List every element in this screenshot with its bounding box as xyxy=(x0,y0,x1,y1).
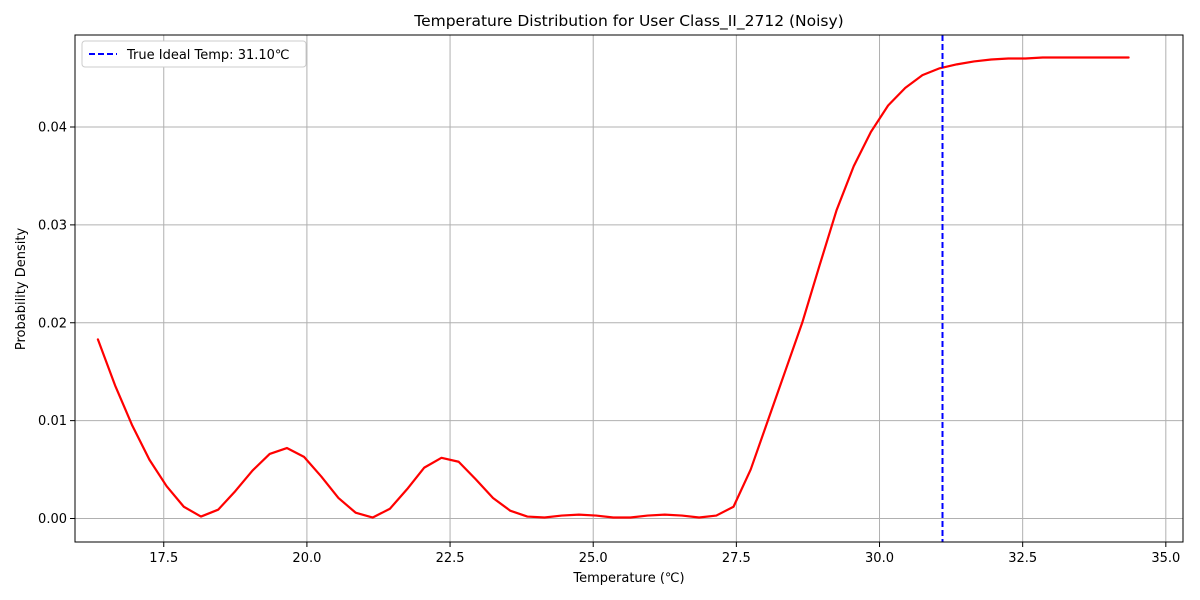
x-tick-label: 22.5 xyxy=(436,551,465,566)
series-line-temperature-density xyxy=(96,56,1130,519)
y-tick-label: 0.04 xyxy=(38,121,67,136)
legend: True Ideal Temp: 31.10℃ xyxy=(81,40,307,68)
y-tick-label: 0.00 xyxy=(38,512,67,527)
x-tick-label: 17.5 xyxy=(149,551,178,566)
x-tick-label: 32.5 xyxy=(1008,551,1037,566)
y-tick-label: 0.03 xyxy=(38,218,67,233)
y-tick-label: 0.02 xyxy=(38,316,67,331)
y-tick-label: 0.01 xyxy=(38,414,67,429)
x-tick-label: 20.0 xyxy=(292,551,321,566)
x-tick-label: 30.0 xyxy=(865,551,894,566)
legend-label-ideal-temp: True Ideal Temp: 31.10℃ xyxy=(126,48,290,63)
legend-box xyxy=(81,40,307,68)
x-axis-title: Temperature (℃) xyxy=(572,571,684,586)
x-tick-label: 27.5 xyxy=(722,551,751,566)
y-axis-title: Probability Density xyxy=(14,228,29,351)
plot-frame xyxy=(74,34,1184,543)
x-tick-label: 25.0 xyxy=(579,551,608,566)
chart-title: Temperature Distribution for User Class_… xyxy=(413,12,843,31)
x-tick-label: 35.0 xyxy=(1151,551,1180,566)
series-layer xyxy=(96,56,1130,519)
ticks-layer: 17.5 20.0 22.5 25.0 27.5 30.0 32.5 35.0 0.00 0.01… xyxy=(38,121,1180,566)
